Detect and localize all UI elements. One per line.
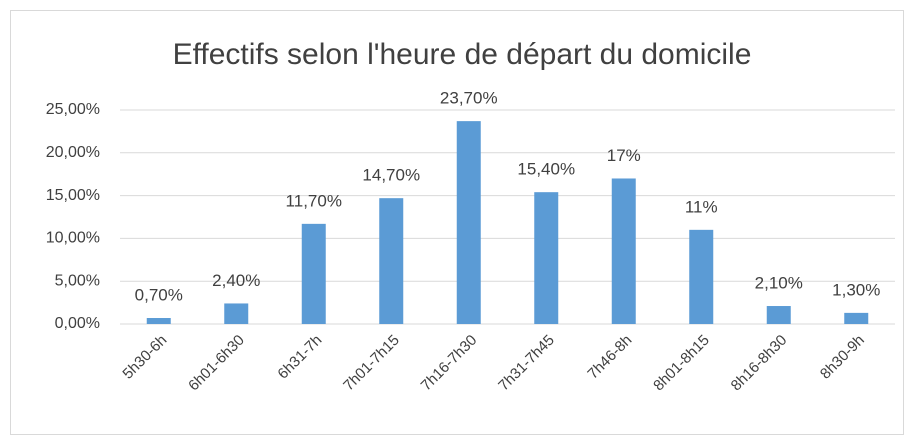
data-label: 2,40% bbox=[212, 271, 260, 290]
bar bbox=[844, 312, 869, 324]
bar bbox=[689, 229, 714, 324]
y-tick-label: 10,00% bbox=[46, 230, 100, 247]
data-label: 17% bbox=[607, 146, 641, 165]
data-label: 0,70% bbox=[135, 285, 183, 304]
data-label: 23,70% bbox=[440, 89, 498, 108]
bar bbox=[766, 306, 791, 324]
y-tick-label: 25,00% bbox=[46, 101, 100, 118]
data-label: 15,40% bbox=[517, 160, 575, 179]
bar bbox=[534, 192, 559, 324]
data-label: 11,70% bbox=[286, 191, 342, 210]
bar bbox=[301, 223, 326, 324]
bar bbox=[456, 121, 481, 325]
y-tick-label: 0,00% bbox=[55, 315, 100, 332]
bar bbox=[611, 178, 636, 324]
chart-title: Effectifs selon l'heure de départ du dom… bbox=[173, 38, 752, 71]
data-label: 2,10% bbox=[755, 274, 803, 293]
y-tick-label: 15,00% bbox=[46, 187, 100, 204]
bar bbox=[146, 318, 171, 324]
y-tick-label: 20,00% bbox=[46, 144, 100, 161]
data-label: 11% bbox=[685, 197, 718, 216]
data-label: 14,70% bbox=[362, 166, 420, 185]
y-tick-label: 5,00% bbox=[55, 272, 100, 289]
bar bbox=[379, 198, 404, 324]
bar bbox=[224, 303, 249, 324]
data-label: 1,30% bbox=[832, 280, 880, 299]
